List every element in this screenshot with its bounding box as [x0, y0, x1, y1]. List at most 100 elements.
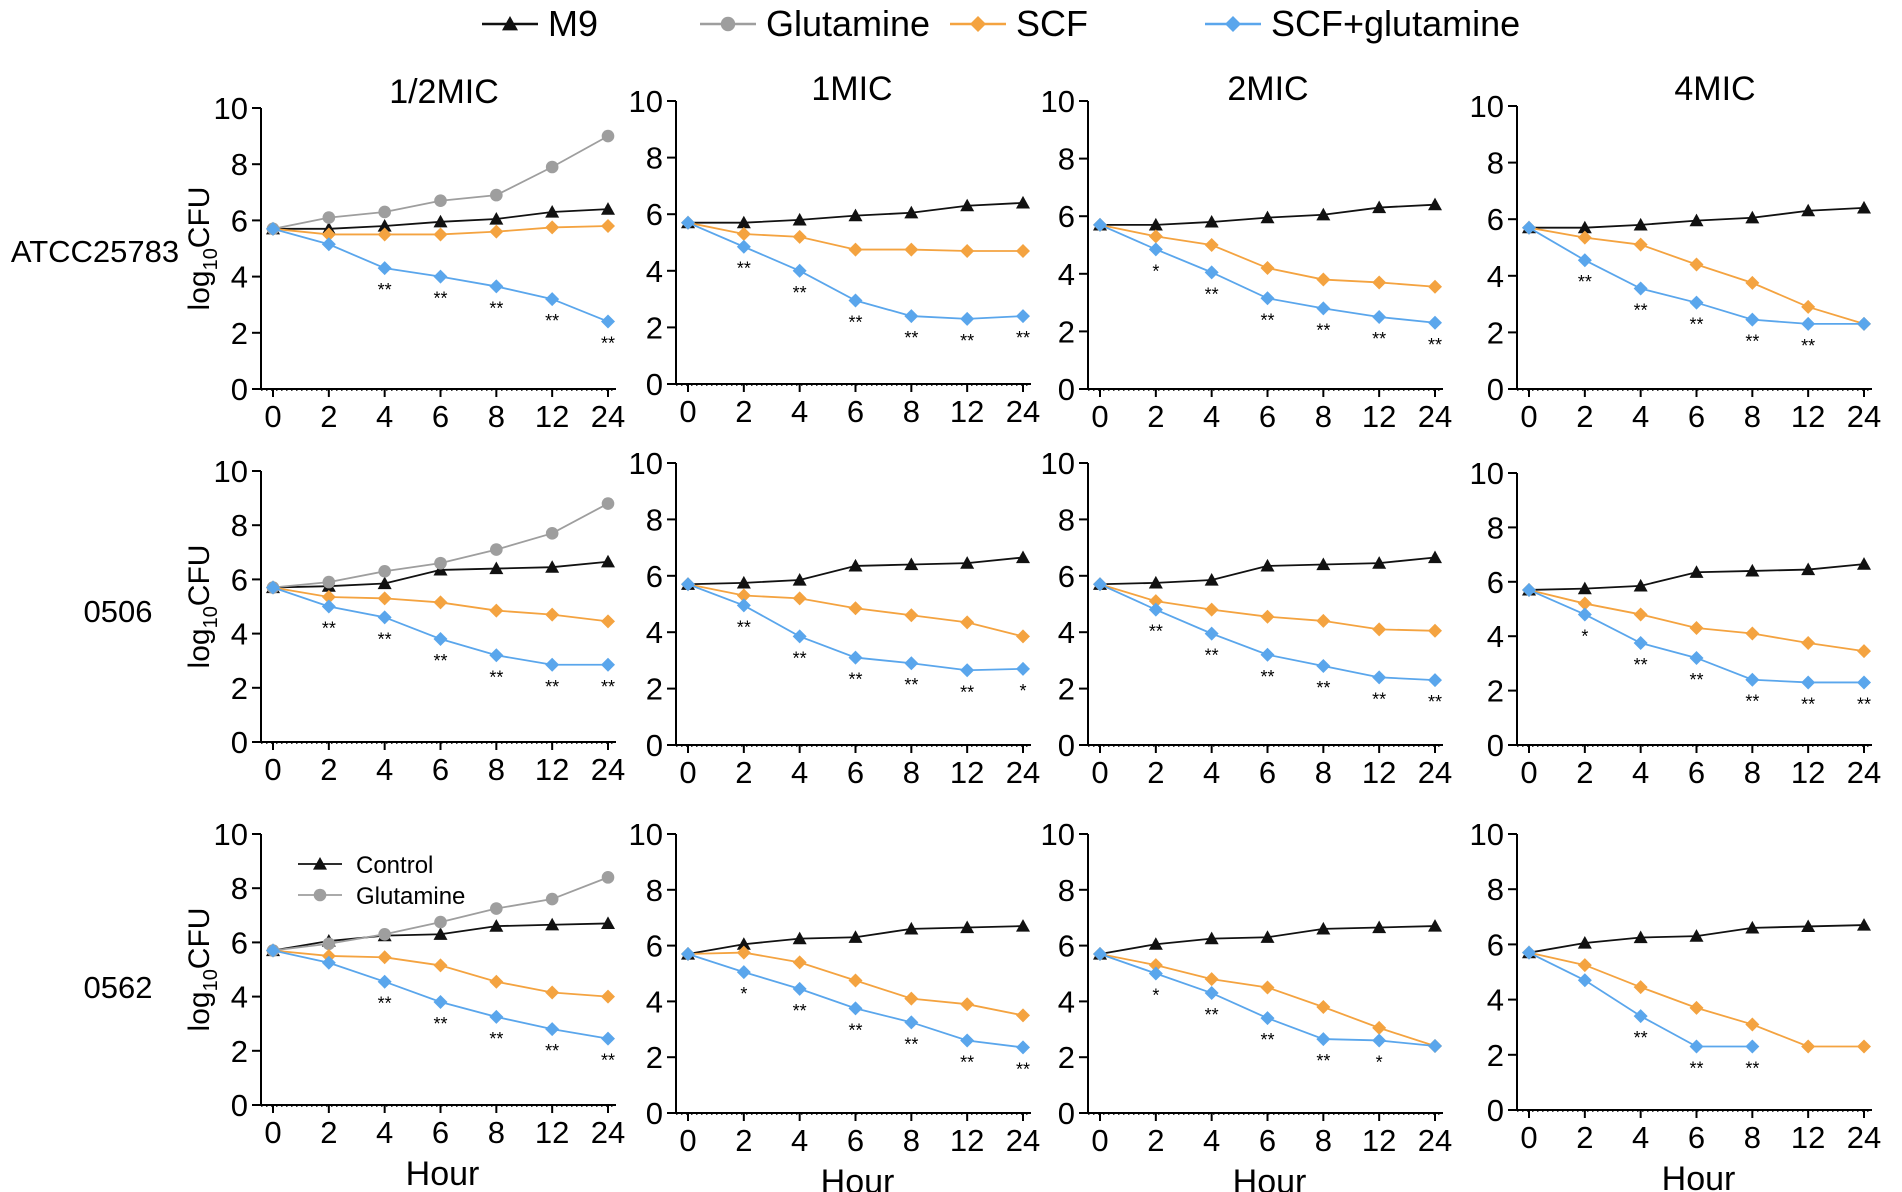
y-axis-label-subscript: 10: [200, 248, 222, 270]
data-point-scf-glutamine: [1689, 295, 1704, 310]
data-point-scf: [736, 227, 751, 242]
significance-mark: **: [1260, 667, 1274, 687]
y-tick-label: 10: [1041, 817, 1075, 852]
y-tick-label: 10: [214, 454, 248, 489]
data-point-m9: [1316, 557, 1331, 571]
x-tick-label: 12: [1791, 399, 1825, 434]
significance-mark: **: [1428, 335, 1442, 355]
data-point-scf: [1577, 230, 1592, 245]
data-point-m9: [904, 205, 919, 219]
data-point-control: [489, 919, 504, 932]
y-tick-label: 6: [231, 925, 248, 960]
significance-mark: **: [1316, 1051, 1330, 1071]
data-point-scf-glutamine: [1148, 242, 1163, 257]
y-tick-label: 8: [1487, 510, 1504, 545]
top-legend: M9 Glutamine SCF SCF+glutamine: [482, 3, 1520, 44]
legend-label-scf-glutamine: SCF+glutamine: [1271, 3, 1520, 44]
series-line-scf: [272, 949, 609, 998]
significance-mark: **: [1578, 272, 1592, 292]
series-scf-glutamine: ***********: [681, 946, 1030, 1079]
data-point-scf-glutamine: [1204, 626, 1219, 641]
y-axis-label-base: log: [183, 628, 216, 668]
significance-mark: **: [793, 283, 807, 303]
y-tick-label: 4: [1487, 619, 1504, 654]
data-point-scf-glutamine: [792, 263, 807, 278]
data-point-scf: [489, 603, 504, 618]
column-title-1-2mic: 1/2MIC: [389, 73, 499, 111]
significance-mark: **: [1260, 310, 1274, 330]
inset-legend-label-control: Control: [356, 852, 433, 879]
data-point-scf-glutamine: [904, 656, 919, 671]
significance-mark: **: [601, 1051, 615, 1071]
y-tick-label: 6: [1487, 927, 1504, 962]
data-point-scf: [1428, 623, 1442, 638]
data-point-scf-glutamine: [848, 293, 863, 308]
data-point-m9: [960, 198, 975, 212]
x-tick-label: 12: [950, 755, 984, 790]
legend-label-glutamine: Glutamine: [766, 3, 930, 44]
series-m9: [1522, 557, 1871, 596]
legend-label-scf: SCF: [1016, 3, 1088, 44]
data-point-scf-glutamine: [1428, 315, 1442, 330]
x-tick-label: 6: [1688, 1120, 1705, 1155]
data-point-scf: [1148, 229, 1163, 244]
x-tick-label: 4: [791, 394, 808, 429]
data-point-m9: [1633, 217, 1648, 231]
significance-mark: **: [848, 1020, 862, 1040]
x-tick-label: 8: [903, 755, 920, 790]
data-point-m9: [1689, 565, 1704, 578]
data-point-scf-glutamine: [1801, 675, 1816, 690]
y-tick-label: 4: [646, 984, 663, 1019]
data-point-scf: [433, 227, 448, 242]
x-tick-label: 24: [1847, 399, 1881, 434]
data-point-scf-glutamine: [848, 650, 863, 665]
y-tick-label: 0: [646, 1096, 663, 1131]
data-point-scf: [1316, 999, 1331, 1014]
significance-mark: *: [740, 984, 747, 1004]
data-point-control: [545, 917, 560, 931]
legend-marker-glutamine: [720, 16, 736, 32]
data-point-m9: [1428, 197, 1442, 211]
y-tick-label: 8: [646, 141, 663, 176]
significance-mark: **: [433, 651, 447, 671]
column-title-2mic: 2MIC: [1227, 70, 1308, 108]
data-point-control: [601, 916, 615, 930]
x-tick-label: 2: [1576, 1120, 1593, 1155]
data-point-scf: [1316, 272, 1331, 287]
y-tick-label: 4: [231, 980, 248, 1015]
x-tick-label: 4: [1203, 755, 1220, 790]
data-point-scf: [904, 991, 919, 1006]
significance-mark: **: [489, 667, 503, 687]
data-point-scf-glutamine: [377, 974, 392, 989]
data-point-scf: [433, 595, 448, 610]
data-point-scf-glutamine: [1428, 1039, 1442, 1054]
y-axis-label-unit: CFU: [183, 545, 216, 607]
y-tick-label: 6: [231, 203, 248, 238]
data-point-m9: [1633, 930, 1648, 944]
data-point-m9: [1204, 931, 1219, 945]
y-tick-label: 4: [231, 260, 248, 295]
data-point-scf: [960, 243, 975, 258]
column-title-1mic: 1MIC: [811, 70, 892, 108]
data-point-scf-glutamine: [601, 657, 615, 672]
legend-marker-scf: [970, 16, 986, 32]
data-point-scf-glutamine: [1260, 647, 1275, 662]
x-tick-label: 12: [535, 399, 569, 434]
data-point-glutamine: [545, 892, 559, 906]
data-point-m9: [1857, 200, 1871, 214]
data-point-m9: [545, 204, 560, 218]
data-point-scf-glutamine: [489, 648, 504, 663]
x-tick-label: 0: [264, 1115, 281, 1150]
data-point-glutamine: [434, 556, 447, 570]
significance-mark: **: [960, 1052, 974, 1072]
y-tick-label: 8: [231, 871, 248, 906]
series-scf: [1522, 945, 1871, 1054]
significance-mark: **: [545, 311, 559, 331]
data-point-scf-glutamine: [904, 309, 919, 324]
data-point-scf: [1148, 594, 1163, 609]
data-point-m9: [1260, 210, 1275, 224]
series-m9: [1093, 919, 1442, 960]
data-point-m9: [1260, 558, 1275, 572]
data-point-scf: [1689, 1000, 1704, 1015]
